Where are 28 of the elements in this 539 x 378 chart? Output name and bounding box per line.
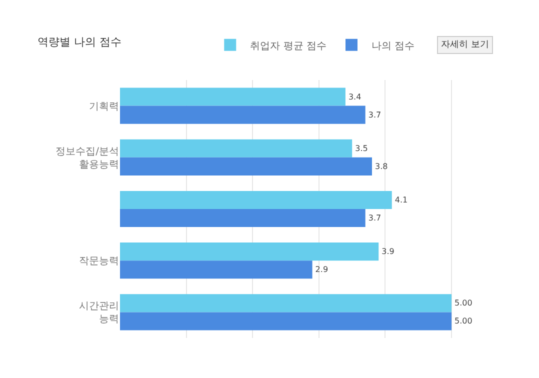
data-label: 3.7 (368, 214, 382, 223)
bar (120, 260, 312, 279)
chart-title: 역량별 나의 점수 (38, 36, 122, 48)
text: 자세히 보기 (441, 40, 489, 50)
data-label: 5.00 (454, 298, 472, 308)
data-label: 2.9 (315, 265, 328, 274)
bar (120, 157, 372, 176)
y-tick-label: 작문능력 (79, 256, 119, 268)
data-label: 3.7 (368, 110, 382, 120)
data-label: 5.00 (454, 316, 472, 326)
legend-label: 나의 점수 (372, 40, 415, 52)
bar (120, 312, 452, 330)
data-label: 4.1 (394, 195, 408, 204)
bar (120, 190, 392, 209)
y-tick-label: 시간관리 능력 (79, 301, 119, 326)
bar (120, 294, 452, 312)
y-tick-label: 정보수집/분석 활용능력 (56, 146, 119, 170)
data-label: 3.9 (382, 247, 394, 256)
bar (120, 88, 346, 106)
data-label: 3.4 (348, 92, 362, 102)
bar (120, 242, 379, 261)
legend-label: 취업자 평균 점수 (250, 40, 326, 52)
data-label: 3.5 (355, 144, 368, 153)
y-tick-label: 기획력 (89, 101, 119, 112)
bar (120, 209, 366, 228)
data-label: 3.8 (374, 162, 388, 171)
bar (120, 139, 352, 158)
bar (120, 106, 366, 124)
